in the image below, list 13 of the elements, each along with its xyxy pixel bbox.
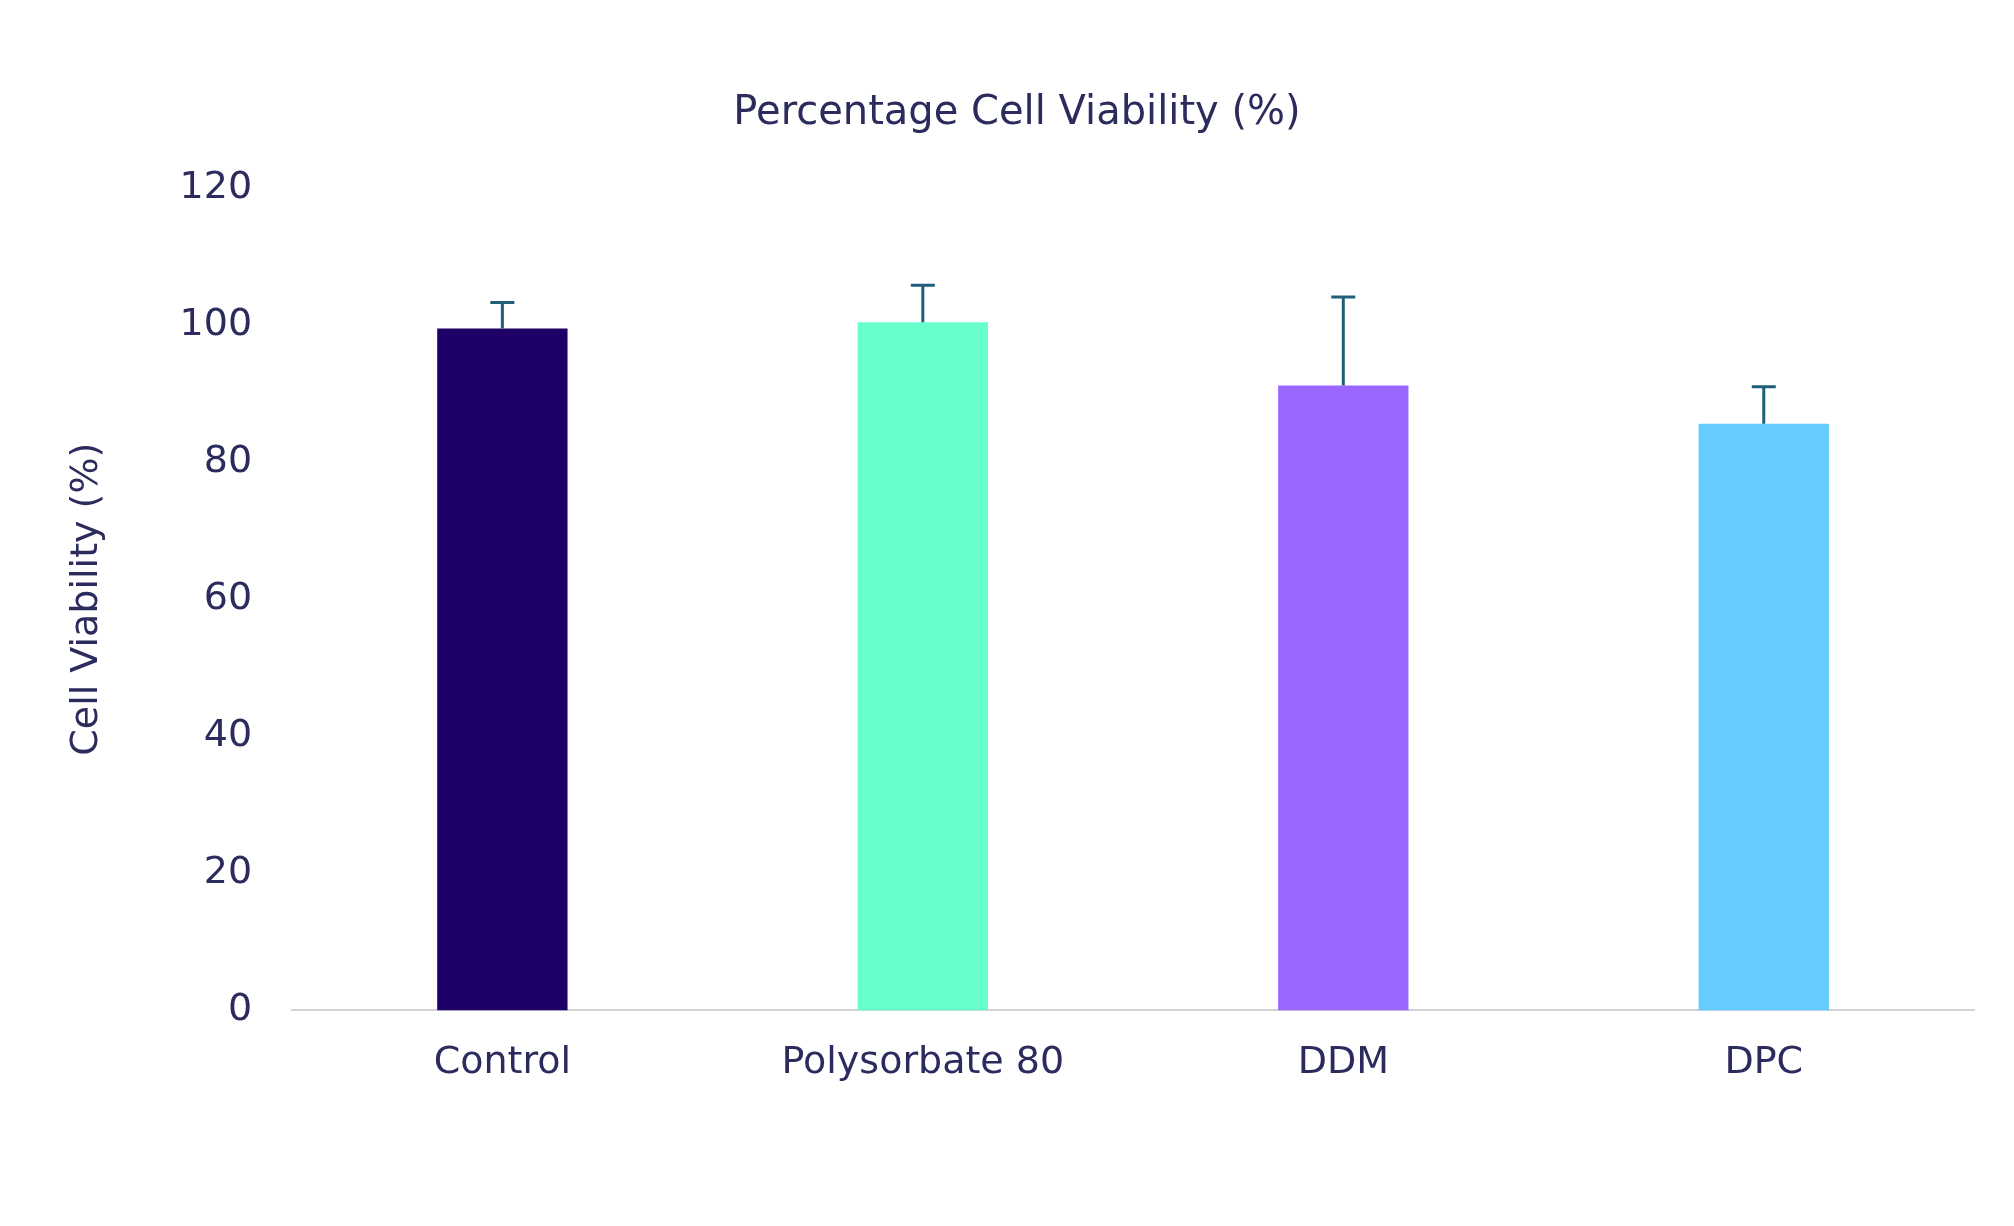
- y-tick-label: 80: [203, 437, 253, 482]
- x-tick-label: Polysorbate 80: [781, 1038, 1065, 1083]
- chart-title: Percentage Cell Viability (%): [733, 87, 1301, 134]
- y-tick-label: 60: [203, 574, 253, 619]
- y-tick-label: 100: [179, 299, 253, 344]
- y-axis-title: Cell Viability (%): [61, 442, 106, 756]
- y-tick-label: 120: [179, 162, 253, 207]
- y-tick-label: 0: [227, 985, 253, 1030]
- x-tick-label: DDM: [1297, 1038, 1389, 1083]
- y-tick-label: 20: [203, 848, 253, 893]
- x-tick-label: Control: [433, 1038, 572, 1083]
- x-tick-label: DPC: [1724, 1038, 1804, 1083]
- y-tick-label: 40: [203, 711, 253, 756]
